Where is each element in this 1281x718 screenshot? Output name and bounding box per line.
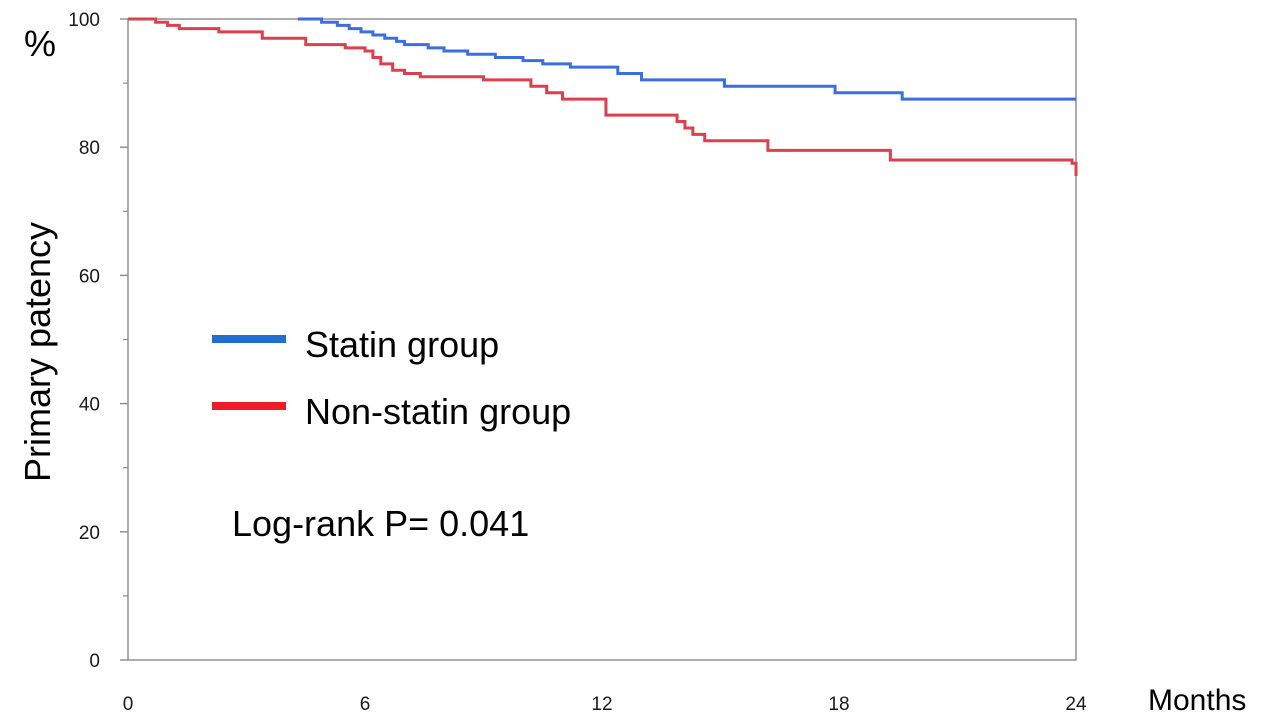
y-axis-ticks: 0 20 40 60 80 100 [68,10,128,672]
y-tick-label: 60 [79,266,100,287]
series-layer [128,17,1078,177]
y-tick-label: 20 [79,523,100,544]
y-axis-label: Primary patency [17,222,58,482]
x-tick-label: 12 [591,694,612,715]
series-line-non-statin [128,17,1078,177]
legend-label-non-statin: Non-statin group [305,391,571,432]
x-axis-ticks: 0 6 12 18 24 [123,694,1087,715]
x-axis-unit: Months [1148,684,1246,717]
y-tick-label: 0 [89,651,100,672]
y-axis-unit: % [24,23,56,64]
y-tick-label: 40 [79,395,100,416]
y-tick-label: 100 [68,10,100,31]
legend-label-statin: Statin group [305,324,499,365]
x-tick-label: 24 [1065,694,1087,715]
x-tick-label: 18 [828,694,849,715]
log-rank-annotation: Log-rank P= 0.041 [232,503,529,544]
x-tick-label: 6 [360,694,371,715]
legend: Statin group Non-statin group [212,324,571,432]
y-tick-label: 80 [79,138,100,159]
series-line-statin [297,17,1076,101]
x-tick-label: 0 [123,694,134,715]
